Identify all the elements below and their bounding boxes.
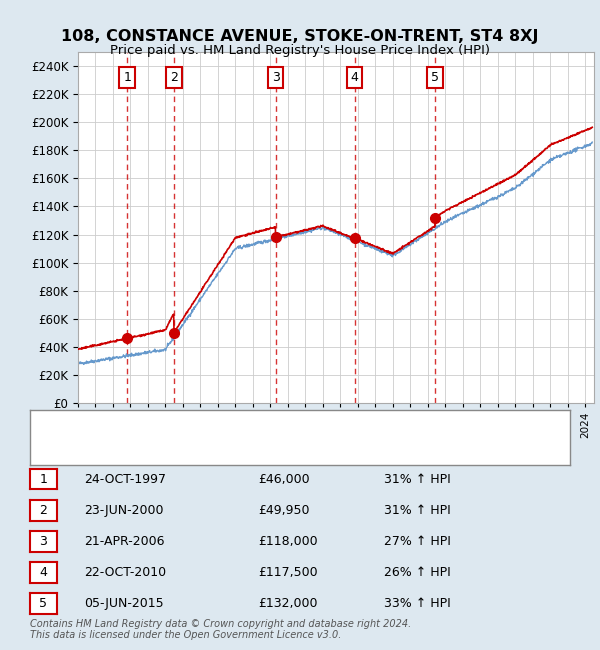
- Text: 4: 4: [350, 71, 358, 84]
- Text: £117,500: £117,500: [258, 566, 317, 579]
- Text: £49,950: £49,950: [258, 504, 310, 517]
- Text: 05-JUN-2015: 05-JUN-2015: [84, 597, 164, 610]
- Text: HPI: Average price, semi-detached house, Stoke-on-Trent: HPI: Average price, semi-detached house,…: [95, 445, 412, 454]
- Text: 31% ↑ HPI: 31% ↑ HPI: [384, 504, 451, 517]
- Text: 2: 2: [40, 504, 47, 517]
- Text: 108, CONSTANCE AVENUE, STOKE-ON-TRENT, ST4 8XJ (semi-detached house): 108, CONSTANCE AVENUE, STOKE-ON-TRENT, S…: [95, 420, 527, 430]
- Text: 27% ↑ HPI: 27% ↑ HPI: [384, 535, 451, 548]
- Text: 22-OCT-2010: 22-OCT-2010: [84, 566, 166, 579]
- Text: 1: 1: [123, 71, 131, 84]
- Text: Price paid vs. HM Land Registry's House Price Index (HPI): Price paid vs. HM Land Registry's House …: [110, 44, 490, 57]
- Text: 24-OCT-1997: 24-OCT-1997: [84, 473, 166, 486]
- Text: 3: 3: [272, 71, 280, 84]
- Text: 4: 4: [40, 566, 47, 579]
- Text: 33% ↑ HPI: 33% ↑ HPI: [384, 597, 451, 610]
- Text: 3: 3: [40, 535, 47, 548]
- Text: 108, CONSTANCE AVENUE, STOKE-ON-TRENT, ST4 8XJ: 108, CONSTANCE AVENUE, STOKE-ON-TRENT, S…: [61, 29, 539, 44]
- Text: £118,000: £118,000: [258, 535, 317, 548]
- Text: 23-JUN-2000: 23-JUN-2000: [84, 504, 163, 517]
- Text: 2: 2: [170, 71, 178, 84]
- Text: 1: 1: [40, 473, 47, 486]
- Text: Contains HM Land Registry data © Crown copyright and database right 2024.
This d: Contains HM Land Registry data © Crown c…: [30, 619, 411, 640]
- Text: 5: 5: [40, 597, 47, 610]
- Text: 5: 5: [431, 71, 439, 84]
- Text: 26% ↑ HPI: 26% ↑ HPI: [384, 566, 451, 579]
- Text: 21-APR-2006: 21-APR-2006: [84, 535, 164, 548]
- Text: 31% ↑ HPI: 31% ↑ HPI: [384, 473, 451, 486]
- Text: £46,000: £46,000: [258, 473, 310, 486]
- Text: £132,000: £132,000: [258, 597, 317, 610]
